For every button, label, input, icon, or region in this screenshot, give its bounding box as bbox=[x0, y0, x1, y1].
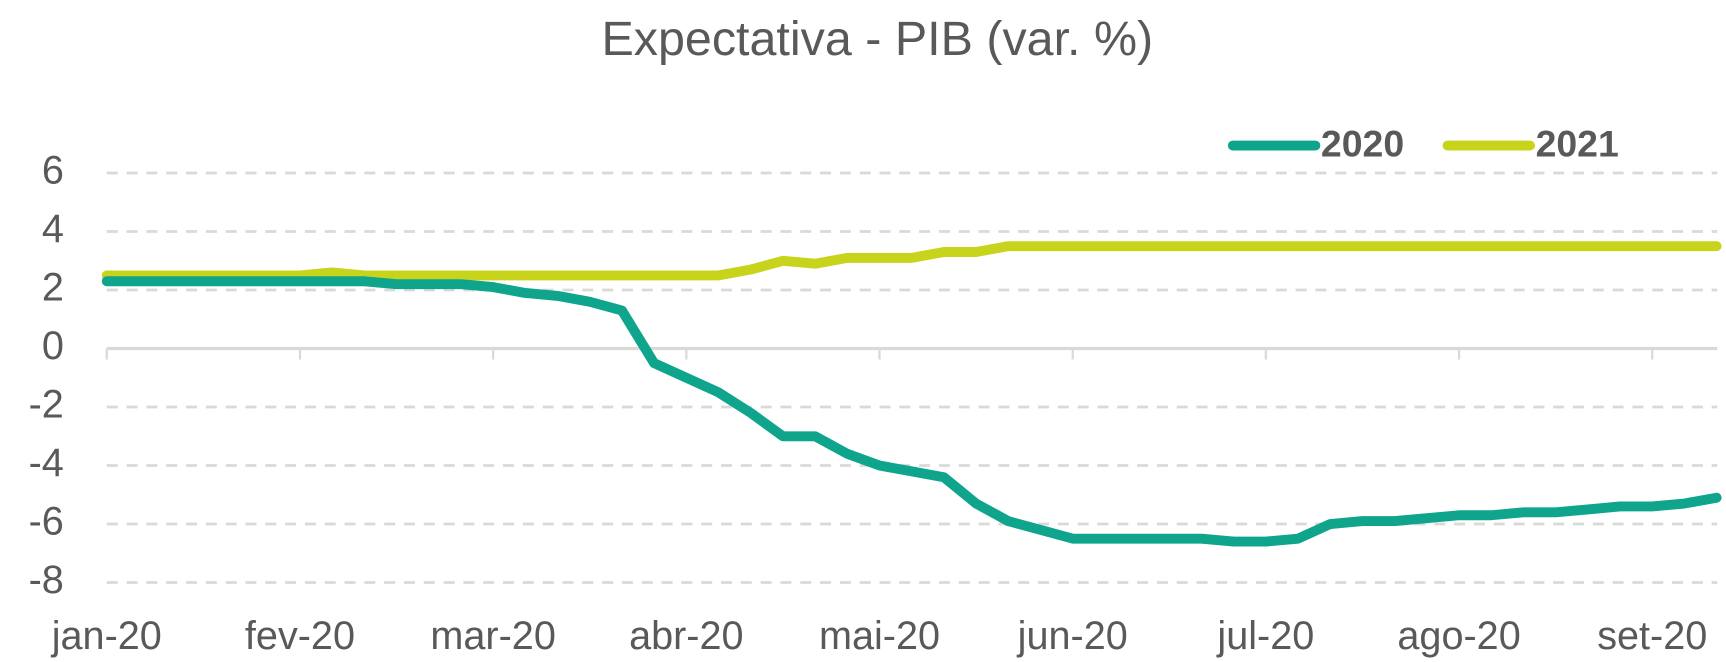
x-tick-label: jul-20 bbox=[1216, 614, 1314, 658]
x-tick-label: mai-20 bbox=[819, 614, 940, 658]
x-tick-label: fev-20 bbox=[245, 614, 355, 658]
y-tick-label: 6 bbox=[42, 149, 64, 193]
x-tick-label: set-20 bbox=[1597, 614, 1707, 658]
chart-title: Expectativa - PIB (var. %) bbox=[601, 12, 1153, 66]
x-tick-label: abr-20 bbox=[629, 614, 744, 658]
y-tick-label: -4 bbox=[29, 441, 64, 485]
legend-label: 2020 bbox=[1321, 123, 1404, 165]
line-series bbox=[101, 241, 1722, 281]
x-tick-label: jun-20 bbox=[1017, 614, 1128, 658]
x-tick-label: mar-20 bbox=[430, 614, 555, 658]
y-tick-label: 2 bbox=[42, 266, 64, 310]
y-tick-label: -8 bbox=[29, 558, 64, 602]
x-tick-label: ago-20 bbox=[1397, 614, 1520, 658]
y-tick-label: -2 bbox=[29, 383, 64, 427]
y-tick-label: -6 bbox=[29, 499, 64, 543]
y-tick-label: 0 bbox=[42, 324, 64, 368]
legend-label: 2021 bbox=[1536, 123, 1619, 165]
line-series bbox=[101, 276, 1722, 547]
y-tick-label: 4 bbox=[42, 207, 64, 251]
x-tick-label: jan-20 bbox=[51, 614, 162, 658]
